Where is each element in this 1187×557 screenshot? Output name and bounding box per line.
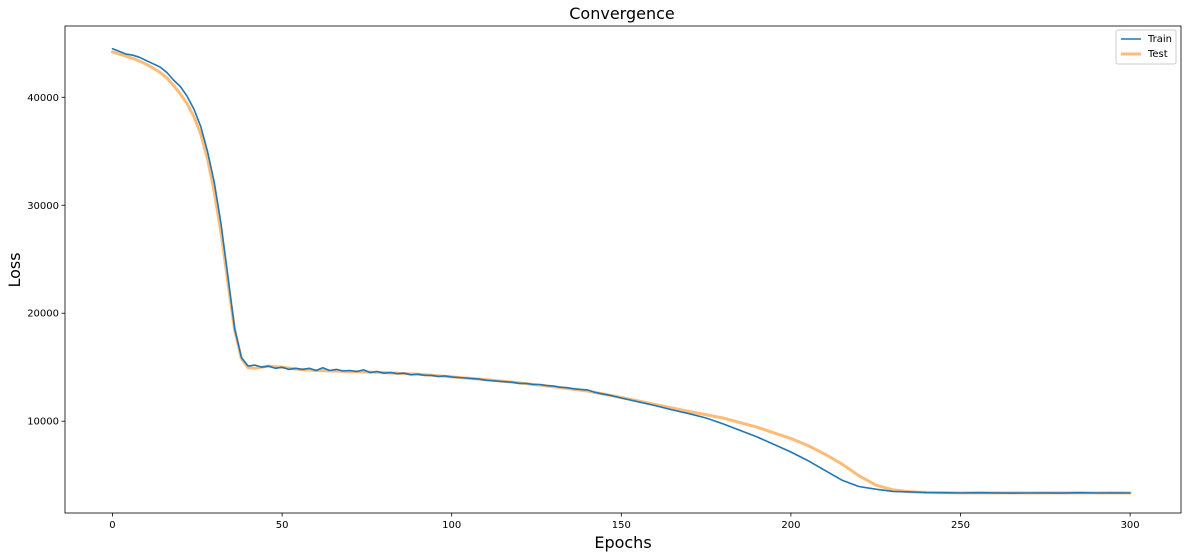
x-axis-title: Epochs	[594, 533, 651, 552]
series-line-train	[111, 47, 1131, 494]
y-axis-title: Loss	[5, 252, 24, 287]
y-tick-label: 20000	[27, 309, 59, 320]
x-tick-label: 300	[1121, 520, 1140, 531]
y-tick-label: 30000	[27, 201, 59, 212]
plot-area	[64, 25, 1182, 514]
legend-label-train: Train	[1147, 34, 1172, 45]
x-tick-label: 200	[781, 520, 800, 531]
x-tick-label: 250	[951, 520, 970, 531]
legend-label-test: Test	[1147, 49, 1168, 60]
axis-ticks: 0 50 100 150 200 250 300 10000 20000 30000 40000	[27, 93, 1139, 531]
x-tick-label: 100	[442, 520, 461, 531]
x-tick-label: 150	[612, 520, 631, 531]
y-tick-label: 10000	[27, 417, 59, 428]
y-tick-label: 40000	[27, 93, 59, 104]
chart-title: Convergence	[569, 4, 675, 23]
series-lines	[111, 47, 1132, 495]
x-tick-label: 0	[109, 520, 115, 531]
legend: Train Test	[1115, 29, 1177, 65]
series-line-test	[111, 50, 1132, 495]
x-tick-label: 50	[276, 520, 289, 531]
